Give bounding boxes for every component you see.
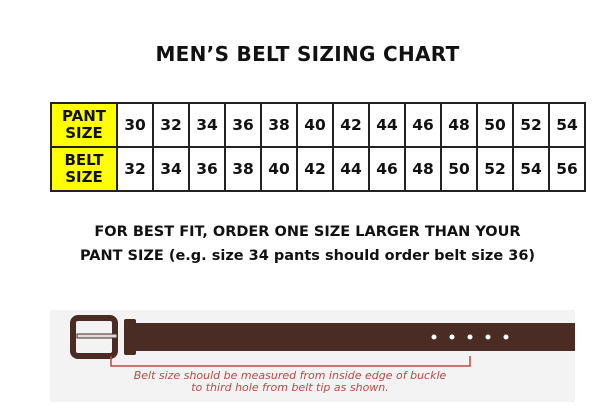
pant-size-cell: 40 (296, 102, 334, 148)
belt-loop (124, 319, 136, 355)
caption-line2: to third hole from belt tip as shown. (191, 381, 389, 394)
pant-size-cell: 30 (116, 102, 154, 148)
belt-size-cell: 32 (116, 146, 154, 192)
belt-size-cell: 56 (548, 146, 586, 192)
header-line: BELT (64, 151, 104, 169)
belt-strap (130, 323, 600, 351)
buckle-prong (76, 333, 118, 339)
pant-size-cell: 38 (260, 102, 298, 148)
fit-note-line1: FOR BEST FIT, ORDER ONE SIZE LARGER THAN… (94, 224, 521, 240)
belt-size-cell: 46 (368, 146, 406, 192)
sizing-table: PANT SIZE 30 32 34 36 38 40 42 44 46 48 50 52 54 BELT… (50, 102, 586, 192)
belt-size-cell: 52 (476, 146, 514, 192)
pant-size-header: PANT SIZE (50, 102, 118, 148)
belt-size-cell: 48 (404, 146, 442, 192)
pant-size-cell: 36 (224, 102, 262, 148)
belt-size-cell: 50 (440, 146, 478, 192)
measure-caption: Belt size should be measured from inside… (50, 370, 530, 394)
pant-size-cell: 54 (548, 102, 586, 148)
belt-size-header: BELT SIZE (50, 146, 118, 192)
pant-size-cell: 32 (152, 102, 190, 148)
header-line: SIZE (65, 168, 103, 186)
page-title: MEN’S BELT SIZING CHART (155, 42, 460, 66)
caption-line1: Belt size should be measured from inside… (133, 369, 447, 382)
pant-size-cell: 46 (404, 102, 442, 148)
pant-size-cell: 42 (332, 102, 370, 148)
measure-line (110, 356, 471, 367)
belt-size-cell: 42 (296, 146, 334, 192)
fit-note-line2: PANT SIZE (e.g. size 34 pants should ord… (79, 248, 536, 264)
belt-size-cell: 40 (260, 146, 298, 192)
belt-size-cell: 34 (152, 146, 190, 192)
pant-size-cell: 48 (440, 102, 478, 148)
belt-size-cell: 54 (512, 146, 550, 192)
pant-size-cell: 52 (512, 102, 550, 148)
belt-illustration (70, 315, 600, 367)
pant-size-row: PANT SIZE 30 32 34 36 38 40 42 44 46 48 50 52 54 (50, 102, 586, 148)
belt-size-cell: 36 (188, 146, 226, 192)
pant-size-cell: 50 (476, 102, 514, 148)
belt-diagram (50, 310, 600, 402)
header-line: SIZE (65, 124, 103, 142)
pant-size-cell: 34 (188, 102, 226, 148)
belt-size-cell: 38 (224, 146, 262, 192)
pant-size-cell: 44 (368, 102, 406, 148)
belt-size-row: BELT SIZE 32 34 36 38 40 42 44 46 48 50 52 54 56 (50, 146, 586, 192)
belt-size-cell: 44 (332, 146, 370, 192)
belt-holes (431, 334, 509, 340)
header-line: PANT (61, 107, 106, 125)
